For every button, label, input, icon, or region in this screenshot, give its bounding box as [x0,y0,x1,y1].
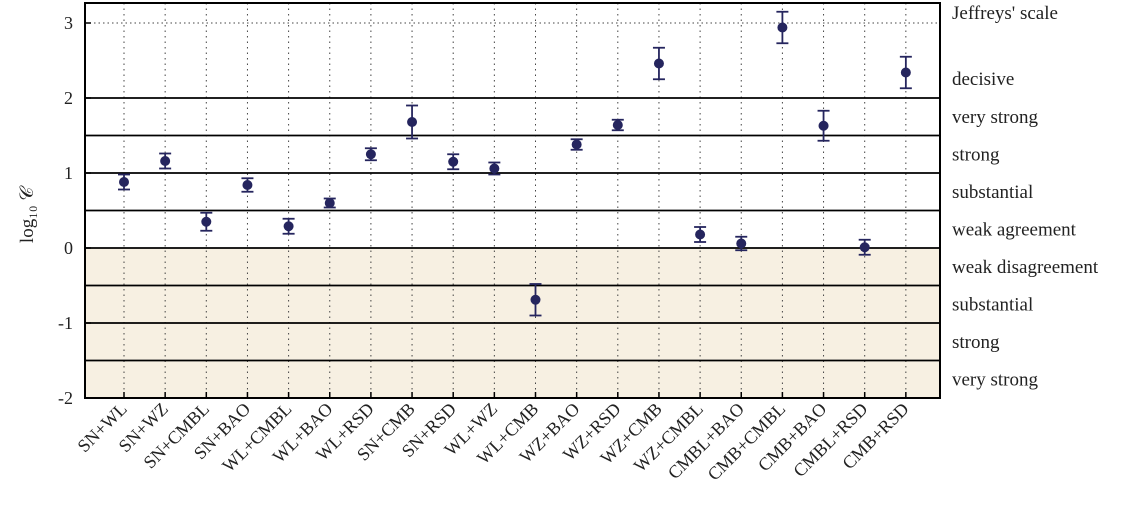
y-tick-label: -2 [58,388,73,408]
data-point [653,58,664,69]
jeffreys-label: substantial [952,294,1033,315]
data-point [859,242,870,253]
data-point [530,294,541,305]
data-point [160,156,171,166]
y-tick-label: 3 [64,13,73,33]
data-point [448,156,459,167]
data-point [407,117,418,127]
jeffreys-label: substantial [952,182,1033,203]
jeffreys-scale-labels: Jeffreys' scale decisive very strong stron… [952,3,1099,390]
x-axis-labels: SN+WLSN+WZSN+CMBLSN+BAOWL+CMBLWL+BAOWL+R… [73,392,913,484]
data-point [736,238,747,249]
y-axis-ticks: 3 2 1 0 -1 -2 [58,13,91,408]
y-tick-label: 2 [64,88,73,108]
data-point [695,229,706,240]
data-point [119,177,129,187]
plot-frame [84,2,941,399]
jeffreys-boundaries [84,2,941,399]
jeffreys-label: weak disagreement [952,257,1099,278]
y-tick-label: 0 [64,238,73,258]
jeffreys-label: strong [952,332,1000,353]
y-axis-label: log₁₀ 𝒞 [17,185,38,243]
jeffreys-label: very strong [952,107,1039,128]
jeffreys-label: weak agreement [952,219,1077,240]
data-point [283,221,294,232]
data-point [201,216,212,227]
data-points [118,10,912,317]
data-point [365,149,376,160]
data-point [777,22,788,33]
data-point [242,180,253,190]
data-point [818,120,829,131]
data-point [612,120,623,130]
jeffreys-label: decisive [952,69,1014,90]
y-tick-label: 1 [64,163,73,183]
data-point [324,198,335,208]
y-tick-label: -1 [58,313,73,333]
jeffreys-label: very strong [952,369,1039,390]
data-point [900,67,911,78]
jeffreys-label: strong [952,144,1000,165]
data-point [571,139,582,150]
data-point [489,163,500,174]
gridlines [85,3,940,398]
jeffreys-scale-header: Jeffreys' scale [952,3,1058,24]
